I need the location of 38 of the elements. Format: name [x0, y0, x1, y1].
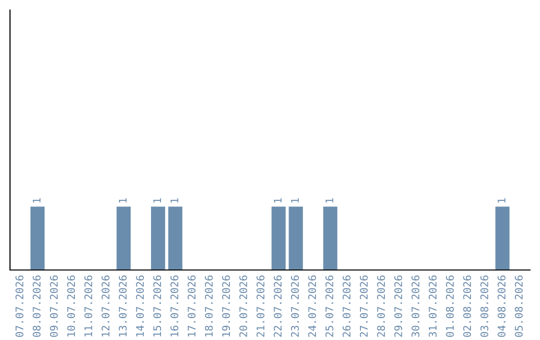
data-label: 1	[32, 198, 40, 203]
x-tick-label: 24.07.2026	[308, 276, 316, 337]
x-tick-label: 01.08.2026	[446, 276, 454, 337]
x-tick-label: 11.07.2026	[84, 276, 92, 336]
x-tick-label: 21.07.2026	[256, 276, 264, 337]
x-tick-label: 15.07.2026	[153, 276, 162, 336]
x-tick-label: 30.07.2026	[412, 276, 420, 337]
x-tick-label: 27.07.2026	[360, 276, 368, 337]
x-tick-label: 25.07.2026	[325, 276, 334, 337]
x-tick-label: 31.07.2026	[428, 276, 437, 337]
x-tick-label: 17.07.2026	[188, 276, 196, 336]
x-tick-label: 13.07.2026	[118, 276, 127, 336]
x-tick-label: 22.07.2026	[274, 276, 282, 337]
x-tick-label: 10.07.2026	[67, 276, 76, 336]
x-tick-label: 18.07.2026	[204, 276, 213, 336]
x-tick-label: 23.07.2026	[291, 276, 299, 337]
x-tick-label: 20.07.2026	[239, 276, 248, 337]
x-tick-label: 14.07.2026	[136, 276, 144, 336]
x-tick-label: 12.07.2026	[102, 276, 110, 336]
data-label: 1	[274, 198, 282, 203]
x-tick-label: 29.07.2026	[394, 276, 402, 337]
x-tick-label: 03.08.2026	[480, 276, 488, 337]
data-label: 1	[170, 198, 178, 203]
x-tick-label: 08.07.2026	[32, 276, 41, 337]
x-tick-label: 26.07.2026	[342, 276, 351, 337]
data-label: 1	[326, 198, 334, 203]
x-tick-label: 05.08.2026	[514, 276, 523, 337]
data-label: 1	[291, 198, 299, 203]
x-tick-label: 16.07.2026	[170, 276, 178, 336]
x-tick-label: 02.08.2026	[463, 276, 472, 337]
data-label: 1	[153, 198, 161, 203]
x-tick-label: 04.08.2026	[498, 276, 506, 337]
x-tick-label: 19.07.2026	[222, 276, 230, 336]
x-tick-label: 07.07.2026	[16, 276, 24, 337]
x-tick-label: 28.07.2026	[377, 276, 385, 337]
data-label: 1	[498, 198, 506, 203]
data-label: 1	[118, 198, 127, 203]
x-tick-label: 09.07.2026	[50, 276, 58, 337]
